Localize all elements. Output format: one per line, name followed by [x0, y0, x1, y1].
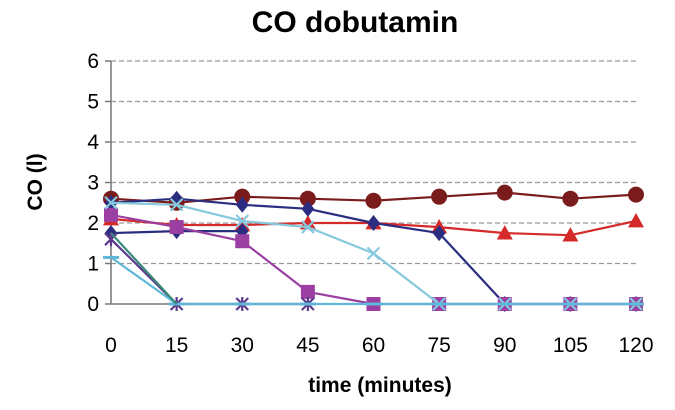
chart-title: CO dobutamin	[252, 6, 459, 39]
series-8	[103, 255, 644, 306]
data-point	[104, 195, 118, 210]
data-point	[235, 234, 250, 249]
data-point	[628, 212, 644, 228]
x-tick-label: 105	[553, 334, 588, 357]
data-point	[496, 225, 513, 240]
x-tick-label: 30	[231, 334, 254, 357]
x-tick-label: 45	[296, 334, 319, 357]
series-line	[110, 232, 178, 305]
data-point	[169, 197, 184, 212]
x-tick-label: 75	[427, 334, 450, 357]
x-tick-label: 15	[165, 334, 188, 357]
data-point	[169, 220, 184, 235]
x-axis-label: time (minutes)	[308, 374, 452, 397]
data-point	[235, 196, 249, 213]
data-point	[300, 284, 315, 299]
data-point	[496, 184, 513, 201]
y-axis-label: CO (l)	[24, 153, 47, 210]
data-point	[562, 190, 579, 207]
data-point	[235, 214, 250, 228]
data-point	[432, 225, 446, 242]
series-layer	[103, 184, 644, 312]
data-point	[628, 186, 644, 203]
y-tick-label: 1	[87, 253, 99, 276]
y-tick-label: 6	[87, 50, 99, 73]
data-point	[234, 188, 251, 205]
x-tick-label: 90	[493, 334, 516, 357]
grid	[111, 60, 636, 265]
data-point	[301, 220, 315, 234]
data-point	[365, 192, 382, 209]
data-point	[431, 188, 448, 205]
series-line	[110, 238, 308, 306]
x-tick-label: 60	[362, 334, 385, 357]
y-tick-label: 5	[87, 91, 99, 114]
y-tick-label: 3	[87, 172, 99, 195]
data-point	[104, 207, 118, 222]
data-point	[366, 246, 381, 261]
series-4	[104, 190, 643, 312]
data-point	[301, 200, 315, 217]
data-point	[367, 215, 380, 231]
y-tick-label: 2	[87, 212, 99, 235]
series-9	[110, 232, 178, 305]
x-tick-label: 0	[105, 334, 117, 357]
data-point	[299, 190, 316, 207]
series-6	[104, 195, 643, 311]
y-tick-label: 0	[87, 293, 99, 316]
y-tick-label: 4	[87, 131, 99, 154]
data-point	[562, 227, 579, 242]
series-line	[110, 197, 636, 306]
x-tick-label: 120	[618, 334, 653, 357]
